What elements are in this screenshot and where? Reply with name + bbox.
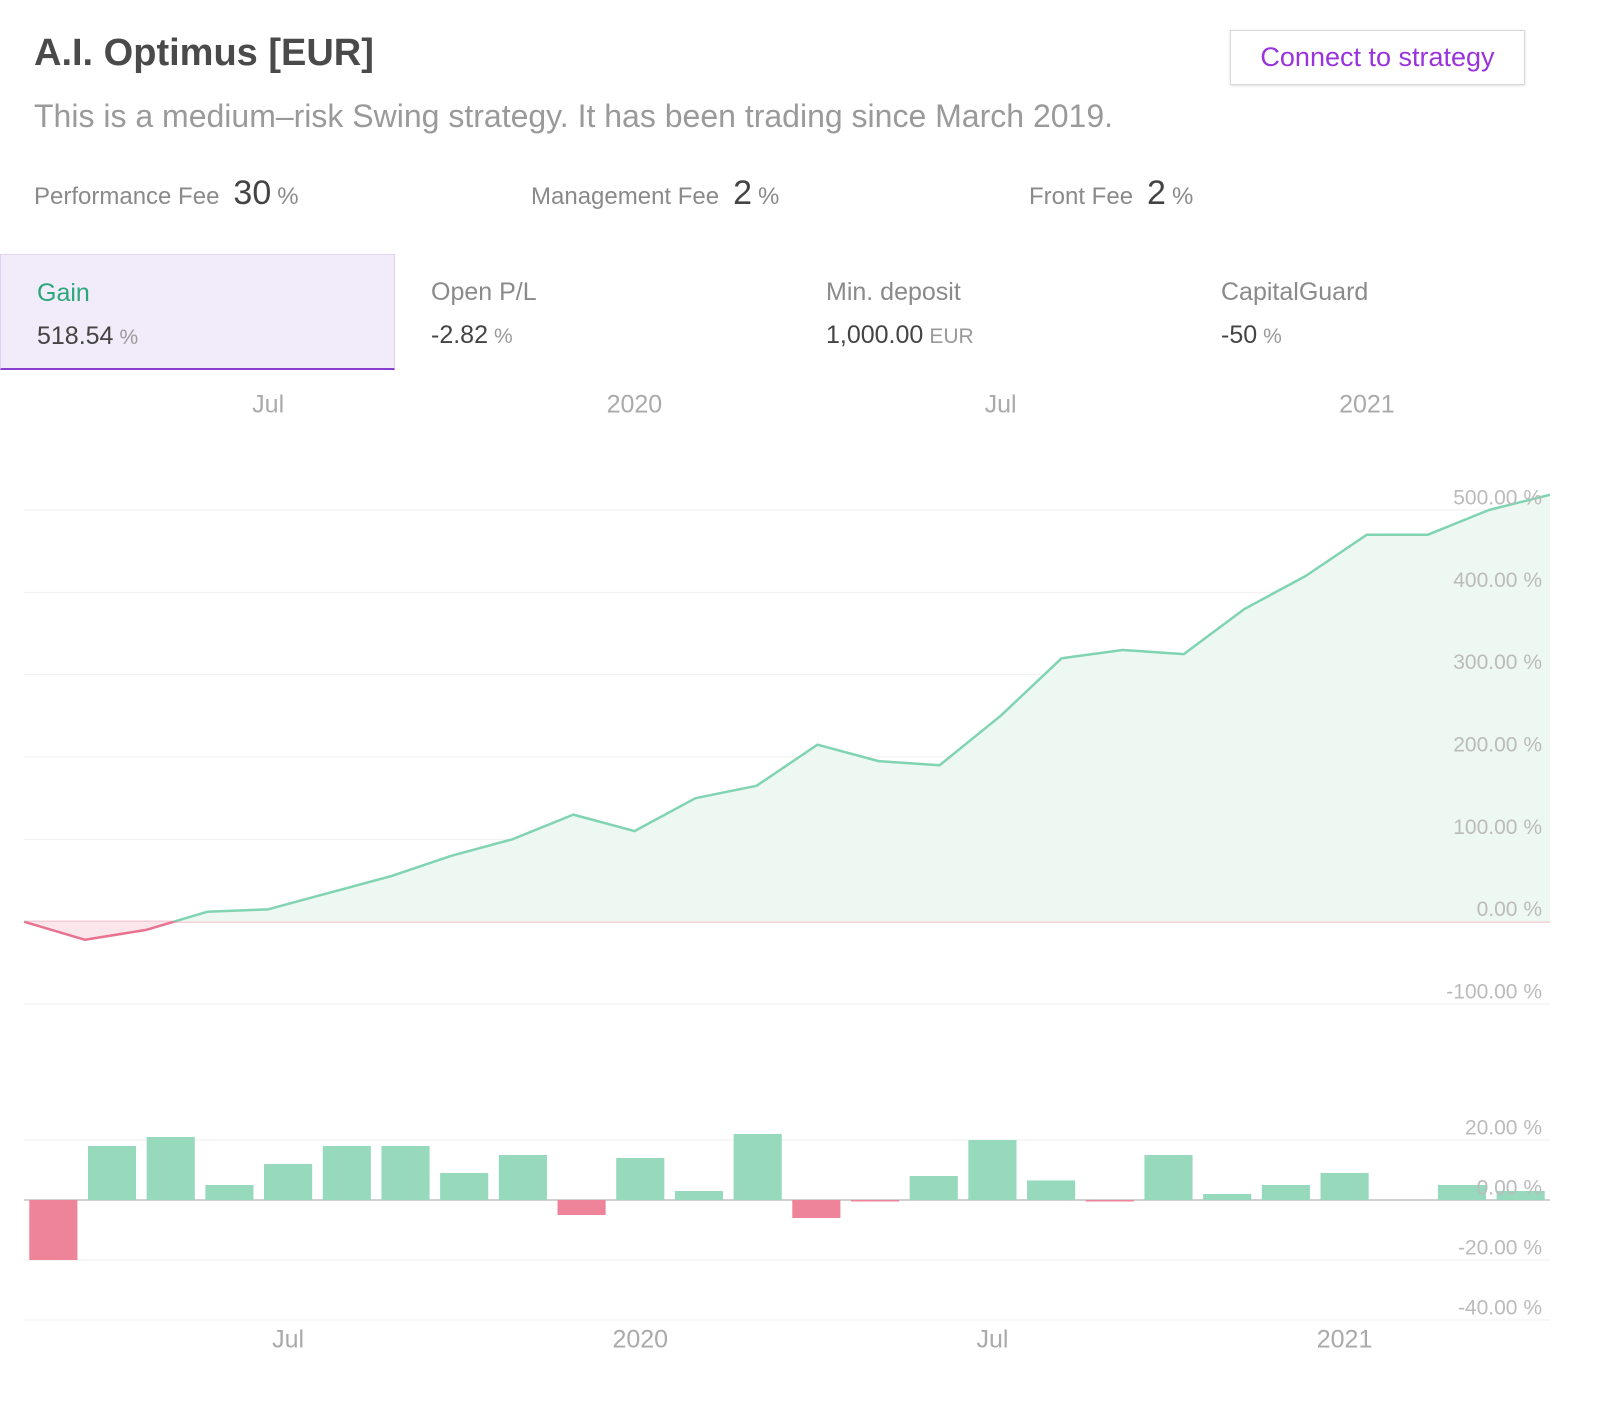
stat-tab[interactable]: Gain 518.54% bbox=[0, 254, 395, 370]
y-tick-label: 500.00 % bbox=[1453, 487, 1542, 510]
fee-value: 2 bbox=[1147, 174, 1166, 212]
connect-button[interactable]: Connect to strategy bbox=[1230, 30, 1525, 85]
bar bbox=[850, 1200, 900, 1202]
bar bbox=[440, 1173, 489, 1200]
y-tick-label: -100.00 % bbox=[1446, 981, 1542, 1004]
y-tick-label: 400.00 % bbox=[1453, 569, 1542, 592]
y-tick-label: 200.00 % bbox=[1453, 734, 1542, 757]
x-tick-label: Jul bbox=[272, 1326, 304, 1354]
x-tick-label: 2021 bbox=[1339, 391, 1395, 419]
bar bbox=[792, 1200, 841, 1218]
stat-label: Open P/L bbox=[431, 278, 537, 306]
stat-unit: % bbox=[119, 326, 139, 349]
bar bbox=[498, 1155, 547, 1200]
stat-label: CapitalGuard bbox=[1221, 278, 1369, 306]
bar bbox=[1437, 1185, 1487, 1200]
fee: Management Fee 2% bbox=[531, 174, 779, 213]
stat-value: 518.54 bbox=[37, 322, 114, 350]
stat-label: Gain bbox=[37, 279, 90, 307]
fee: Front Fee 2% bbox=[1029, 174, 1193, 213]
stat-value: -50 bbox=[1221, 321, 1258, 349]
fee-unit: % bbox=[1171, 183, 1194, 210]
y-tick-label: 100.00 % bbox=[1453, 816, 1542, 839]
x-tick-label: Jul bbox=[976, 1326, 1008, 1354]
stat-unit: % bbox=[1263, 325, 1282, 348]
stat-unit: % bbox=[493, 325, 513, 348]
bar bbox=[1320, 1173, 1369, 1200]
title: A.I. Optimus [EUR] bbox=[34, 32, 374, 74]
bar bbox=[381, 1146, 430, 1200]
y-tick-label: 0.00 % bbox=[1477, 898, 1542, 921]
stat-unit: EUR bbox=[929, 325, 974, 348]
fee-unit: % bbox=[277, 183, 299, 210]
fee-label: Performance Fee bbox=[34, 183, 220, 210]
bar bbox=[557, 1200, 606, 1215]
bar bbox=[264, 1164, 313, 1200]
line bbox=[23, 493, 1551, 942]
bar bbox=[1085, 1200, 1134, 1202]
bar bbox=[1203, 1194, 1252, 1200]
fee-value: 30 bbox=[233, 174, 272, 212]
stat-value: -2.82 bbox=[431, 321, 488, 349]
bar bbox=[205, 1185, 254, 1200]
bar bbox=[322, 1146, 371, 1200]
x-tick-label: Jul bbox=[252, 391, 284, 419]
fee-unit: % bbox=[758, 183, 780, 210]
bar bbox=[1496, 1191, 1545, 1200]
x-tick-label: 2020 bbox=[607, 391, 663, 419]
x-tick-label: 2020 bbox=[612, 1326, 668, 1354]
y-tick-label: -40.00 % bbox=[1458, 1297, 1542, 1320]
bar bbox=[616, 1158, 665, 1200]
stat-tab[interactable]: CapitalGuard -50% bbox=[1185, 254, 1580, 370]
bar bbox=[733, 1134, 782, 1200]
bar bbox=[1261, 1185, 1310, 1200]
area bbox=[24, 494, 1550, 940]
bar bbox=[1027, 1180, 1076, 1200]
bar bbox=[968, 1140, 1017, 1200]
bar bbox=[1144, 1155, 1193, 1200]
bar bbox=[146, 1137, 195, 1200]
stat-value: 1,000.00 bbox=[826, 321, 924, 349]
x-tick-label: 2021 bbox=[1317, 1326, 1373, 1354]
fee-label: Front Fee bbox=[1029, 183, 1134, 210]
stat-tab[interactable]: Open P/L -2.82% bbox=[395, 254, 790, 370]
bar bbox=[87, 1146, 137, 1200]
bar bbox=[674, 1191, 724, 1200]
bar bbox=[29, 1200, 78, 1260]
bar bbox=[909, 1176, 958, 1200]
x-tick-label: Jul bbox=[985, 391, 1017, 419]
fee-value: 2 bbox=[733, 174, 753, 212]
y-tick-label: 0.00 % bbox=[1477, 1177, 1542, 1200]
y-tick-label: 20.00 % bbox=[1465, 1117, 1542, 1140]
y-tick-label: 300.00 % bbox=[1453, 651, 1542, 674]
y-tick-label: -20.00 % bbox=[1458, 1237, 1542, 1260]
fee: Performance Fee 30% bbox=[34, 174, 299, 213]
stat-tab[interactable]: Min. deposit 1,000.00 EUR bbox=[790, 254, 1185, 370]
stat-label: Min. deposit bbox=[826, 278, 961, 306]
subtitle: This is a medium–risk Swing strategy. It… bbox=[34, 98, 1114, 134]
fee-label: Management Fee bbox=[531, 183, 720, 210]
